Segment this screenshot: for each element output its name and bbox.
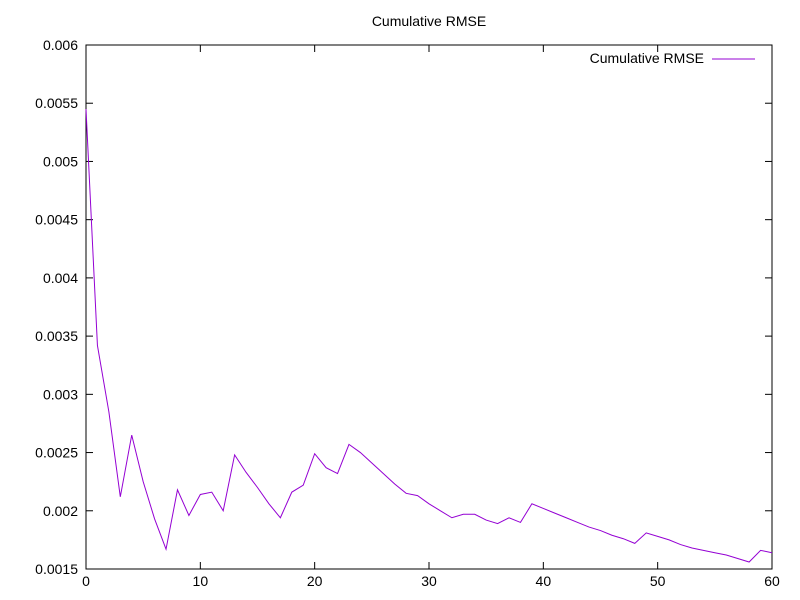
data-point bbox=[588, 526, 589, 527]
y-tick-label: 0.004 bbox=[43, 270, 78, 286]
data-point bbox=[188, 515, 189, 516]
data-point bbox=[165, 549, 166, 550]
y-tick-label: 0.0035 bbox=[35, 328, 78, 344]
data-point bbox=[623, 538, 624, 539]
data-point bbox=[543, 508, 544, 509]
series-layer bbox=[85, 108, 773, 563]
y-axis-ticks: 0.0015 0.002 0.0025 0.003 0.0035 0.004 0.0045 0… bbox=[35, 37, 772, 577]
x-tick-label: 10 bbox=[193, 573, 209, 589]
data-point bbox=[646, 532, 647, 533]
data-point bbox=[143, 481, 144, 482]
data-point bbox=[486, 519, 487, 520]
y-tick-label: 0.005 bbox=[43, 153, 78, 169]
data-point bbox=[234, 454, 235, 455]
data-point bbox=[360, 452, 361, 453]
x-tick-label: 40 bbox=[536, 573, 552, 589]
data-point bbox=[394, 483, 395, 484]
data-point bbox=[749, 561, 750, 562]
data-point bbox=[726, 554, 727, 555]
y-tick-label: 0.0015 bbox=[35, 561, 78, 577]
data-point bbox=[451, 517, 452, 518]
data-point bbox=[771, 552, 772, 553]
data-point bbox=[531, 503, 532, 504]
data-point bbox=[131, 434, 132, 435]
chart-title: Cumulative RMSE bbox=[372, 13, 486, 29]
data-point bbox=[737, 558, 738, 559]
y-tick-label: 0.003 bbox=[43, 386, 78, 402]
data-point bbox=[268, 503, 269, 504]
data-point bbox=[714, 552, 715, 553]
y-tick-label: 0.002 bbox=[43, 503, 78, 519]
data-point bbox=[337, 473, 338, 474]
data-point bbox=[257, 487, 258, 488]
data-point bbox=[657, 536, 658, 537]
legend-label: Cumulative RMSE bbox=[590, 50, 704, 66]
y-tick-label: 0.0045 bbox=[35, 212, 78, 228]
data-point bbox=[680, 544, 681, 545]
data-point bbox=[634, 543, 635, 544]
y-tick-label: 0.006 bbox=[43, 37, 78, 53]
y-tick-label: 0.0025 bbox=[35, 445, 78, 461]
data-point bbox=[291, 492, 292, 493]
data-point bbox=[611, 535, 612, 536]
data-point bbox=[348, 444, 349, 445]
x-tick-label: 30 bbox=[421, 573, 437, 589]
x-tick-label: 60 bbox=[764, 573, 780, 589]
legend: Cumulative RMSE bbox=[590, 50, 755, 66]
data-point bbox=[97, 345, 98, 346]
plot-frame bbox=[85, 44, 773, 570]
series-line bbox=[85, 109, 773, 563]
x-axis-ticks: 0 10 20 30 40 50 60 bbox=[82, 45, 780, 589]
data-point bbox=[566, 517, 567, 518]
data-point bbox=[383, 473, 384, 474]
data-point bbox=[211, 492, 212, 493]
data-point bbox=[154, 518, 155, 519]
data-point bbox=[223, 510, 224, 511]
data-point bbox=[703, 550, 704, 551]
data-point bbox=[177, 489, 178, 490]
data-point bbox=[417, 495, 418, 496]
data-point bbox=[280, 517, 281, 518]
data-point bbox=[669, 539, 670, 540]
x-tick-label: 50 bbox=[650, 573, 666, 589]
data-point bbox=[463, 514, 464, 515]
data-point bbox=[760, 550, 761, 551]
x-tick-label: 0 bbox=[82, 573, 90, 589]
x-tick-label: 20 bbox=[307, 573, 323, 589]
data-point bbox=[554, 513, 555, 514]
data-point bbox=[497, 523, 498, 524]
data-point bbox=[508, 517, 509, 518]
data-point bbox=[245, 472, 246, 473]
data-point bbox=[428, 503, 429, 504]
data-point bbox=[520, 522, 521, 523]
data-point bbox=[440, 510, 441, 511]
data-point bbox=[200, 494, 201, 495]
data-point bbox=[85, 108, 86, 109]
data-point bbox=[371, 462, 372, 463]
data-point bbox=[577, 522, 578, 523]
data-point bbox=[120, 496, 121, 497]
data-point bbox=[108, 411, 109, 412]
data-point bbox=[474, 514, 475, 515]
data-point bbox=[691, 547, 692, 548]
data-point bbox=[406, 493, 407, 494]
data-point bbox=[326, 467, 327, 468]
data-point bbox=[600, 530, 601, 531]
y-tick-label: 0.0055 bbox=[35, 95, 78, 111]
data-point bbox=[303, 485, 304, 486]
data-point bbox=[314, 453, 315, 454]
